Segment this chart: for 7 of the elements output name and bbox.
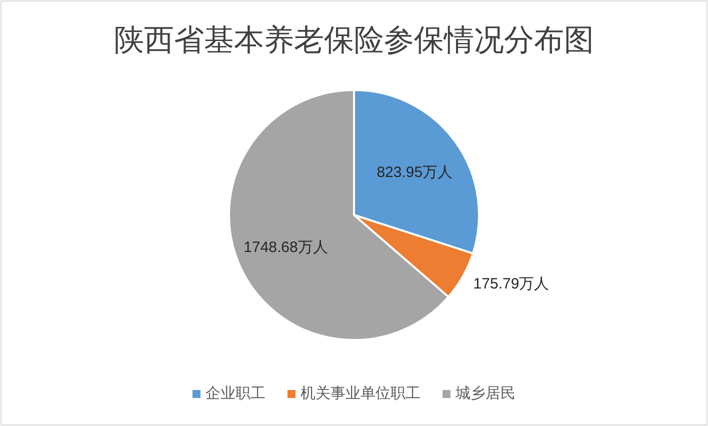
legend-label: 企业职工 <box>206 385 266 402</box>
chart-title: 陕西省基本养老保险参保情况分布图 <box>114 24 594 57</box>
legend-label: 城乡居民 <box>454 385 516 402</box>
data-label: 175.79万人 <box>473 275 550 292</box>
legend-label: 机关事业单位职工 <box>300 385 420 402</box>
data-label: 1748.68万人 <box>244 239 328 256</box>
data-label: 823.95万人 <box>376 164 453 181</box>
